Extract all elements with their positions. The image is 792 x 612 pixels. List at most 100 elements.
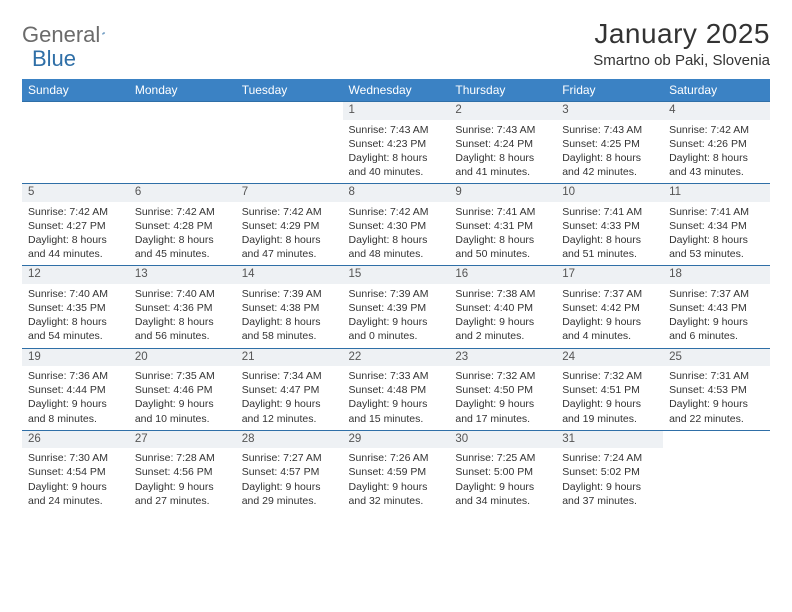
sail-icon [102,24,105,42]
daylight-text-2: and 10 minutes. [135,412,230,426]
day-number: 4 [663,102,770,120]
daylight-text: Daylight: 9 hours [28,480,123,494]
daylight-text: Daylight: 9 hours [135,397,230,411]
daylight-text-2: and 47 minutes. [242,247,337,261]
day-number: 26 [22,430,129,448]
daylight-text: Daylight: 8 hours [455,233,550,247]
day-cell: Sunrise: 7:43 AMSunset: 4:24 PMDaylight:… [449,120,556,184]
sunset-text: Sunset: 4:53 PM [669,383,764,397]
daynum-row: 262728293031 [22,430,770,448]
daylight-text-2: and 50 minutes. [455,247,550,261]
daylight-text-2: and 37 minutes. [562,494,657,508]
sunrise-text: Sunrise: 7:32 AM [455,369,550,383]
daylight-text-2: and 42 minutes. [562,165,657,179]
sunset-text: Sunset: 4:44 PM [28,383,123,397]
content-row: Sunrise: 7:36 AMSunset: 4:44 PMDaylight:… [22,366,770,430]
daylight-text-2: and 24 minutes. [28,494,123,508]
daylight-text-2: and 22 minutes. [669,412,764,426]
sunset-text: Sunset: 4:26 PM [669,137,764,151]
weekday-header: Tuesday [236,79,343,102]
empty-cell [129,120,236,184]
sunrise-text: Sunrise: 7:37 AM [669,287,764,301]
sunrise-text: Sunrise: 7:41 AM [562,205,657,219]
brand-logo: General [22,18,122,48]
daylight-text-2: and 15 minutes. [349,412,444,426]
weekday-header-row: SundayMondayTuesdayWednesdayThursdayFrid… [22,79,770,102]
day-number: 16 [449,266,556,284]
day-number: 7 [236,184,343,202]
daylight-text: Daylight: 8 hours [455,151,550,165]
daylight-text-2: and 56 minutes. [135,329,230,343]
day-number: 2 [449,102,556,120]
day-number: 20 [129,348,236,366]
calendar-table: SundayMondayTuesdayWednesdayThursdayFrid… [22,79,770,512]
day-number: 11 [663,184,770,202]
daylight-text: Daylight: 9 hours [455,397,550,411]
day-number: 17 [556,266,663,284]
sunrise-text: Sunrise: 7:40 AM [135,287,230,301]
day-cell: Sunrise: 7:37 AMSunset: 4:42 PMDaylight:… [556,284,663,348]
weekday-header: Thursday [449,79,556,102]
daylight-text: Daylight: 8 hours [242,233,337,247]
daylight-text: Daylight: 9 hours [349,480,444,494]
sunset-text: Sunset: 4:48 PM [349,383,444,397]
empty-cell [663,430,770,448]
sunrise-text: Sunrise: 7:43 AM [455,123,550,137]
sunset-text: Sunset: 4:56 PM [135,465,230,479]
day-cell: Sunrise: 7:42 AMSunset: 4:26 PMDaylight:… [663,120,770,184]
day-number: 29 [343,430,450,448]
day-cell: Sunrise: 7:24 AMSunset: 5:02 PMDaylight:… [556,448,663,512]
sunset-text: Sunset: 4:27 PM [28,219,123,233]
sunrise-text: Sunrise: 7:36 AM [28,369,123,383]
daylight-text: Daylight: 8 hours [669,151,764,165]
daylight-text: Daylight: 9 hours [669,315,764,329]
daylight-text: Daylight: 9 hours [28,397,123,411]
sunrise-text: Sunrise: 7:41 AM [669,205,764,219]
day-cell: Sunrise: 7:42 AMSunset: 4:29 PMDaylight:… [236,202,343,266]
daylight-text-2: and 44 minutes. [28,247,123,261]
content-row: Sunrise: 7:30 AMSunset: 4:54 PMDaylight:… [22,448,770,512]
daylight-text: Daylight: 9 hours [242,397,337,411]
sunset-text: Sunset: 5:02 PM [562,465,657,479]
day-cell: Sunrise: 7:25 AMSunset: 5:00 PMDaylight:… [449,448,556,512]
day-cell: Sunrise: 7:39 AMSunset: 4:38 PMDaylight:… [236,284,343,348]
daylight-text: Daylight: 9 hours [562,480,657,494]
day-cell: Sunrise: 7:26 AMSunset: 4:59 PMDaylight:… [343,448,450,512]
weekday-header: Sunday [22,79,129,102]
sunset-text: Sunset: 4:57 PM [242,465,337,479]
page-header: General January 2025 Smartno ob Paki, Sl… [22,18,770,69]
day-cell: Sunrise: 7:41 AMSunset: 4:34 PMDaylight:… [663,202,770,266]
day-number: 27 [129,430,236,448]
daylight-text: Daylight: 9 hours [455,480,550,494]
day-number: 14 [236,266,343,284]
day-cell: Sunrise: 7:32 AMSunset: 4:50 PMDaylight:… [449,366,556,430]
daylight-text-2: and 45 minutes. [135,247,230,261]
day-cell: Sunrise: 7:41 AMSunset: 4:31 PMDaylight:… [449,202,556,266]
sunrise-text: Sunrise: 7:25 AM [455,451,550,465]
day-number: 18 [663,266,770,284]
daylight-text: Daylight: 9 hours [135,480,230,494]
sunset-text: Sunset: 4:54 PM [28,465,123,479]
day-cell: Sunrise: 7:42 AMSunset: 4:30 PMDaylight:… [343,202,450,266]
daylight-text-2: and 43 minutes. [669,165,764,179]
sunset-text: Sunset: 4:25 PM [562,137,657,151]
daylight-text-2: and 58 minutes. [242,329,337,343]
sunrise-text: Sunrise: 7:38 AM [455,287,550,301]
sunset-text: Sunset: 4:59 PM [349,465,444,479]
title-block: January 2025 Smartno ob Paki, Slovenia [593,18,770,69]
sunset-text: Sunset: 4:43 PM [669,301,764,315]
sunset-text: Sunset: 4:46 PM [135,383,230,397]
sunrise-text: Sunrise: 7:37 AM [562,287,657,301]
sunset-text: Sunset: 4:30 PM [349,219,444,233]
daylight-text: Daylight: 9 hours [562,315,657,329]
daylight-text-2: and 34 minutes. [455,494,550,508]
sunrise-text: Sunrise: 7:42 AM [135,205,230,219]
day-number: 23 [449,348,556,366]
day-number: 22 [343,348,450,366]
day-cell: Sunrise: 7:27 AMSunset: 4:57 PMDaylight:… [236,448,343,512]
sunrise-text: Sunrise: 7:43 AM [349,123,444,137]
day-cell: Sunrise: 7:43 AMSunset: 4:23 PMDaylight:… [343,120,450,184]
daylight-text: Daylight: 9 hours [455,315,550,329]
empty-cell [22,120,129,184]
daylight-text-2: and 41 minutes. [455,165,550,179]
